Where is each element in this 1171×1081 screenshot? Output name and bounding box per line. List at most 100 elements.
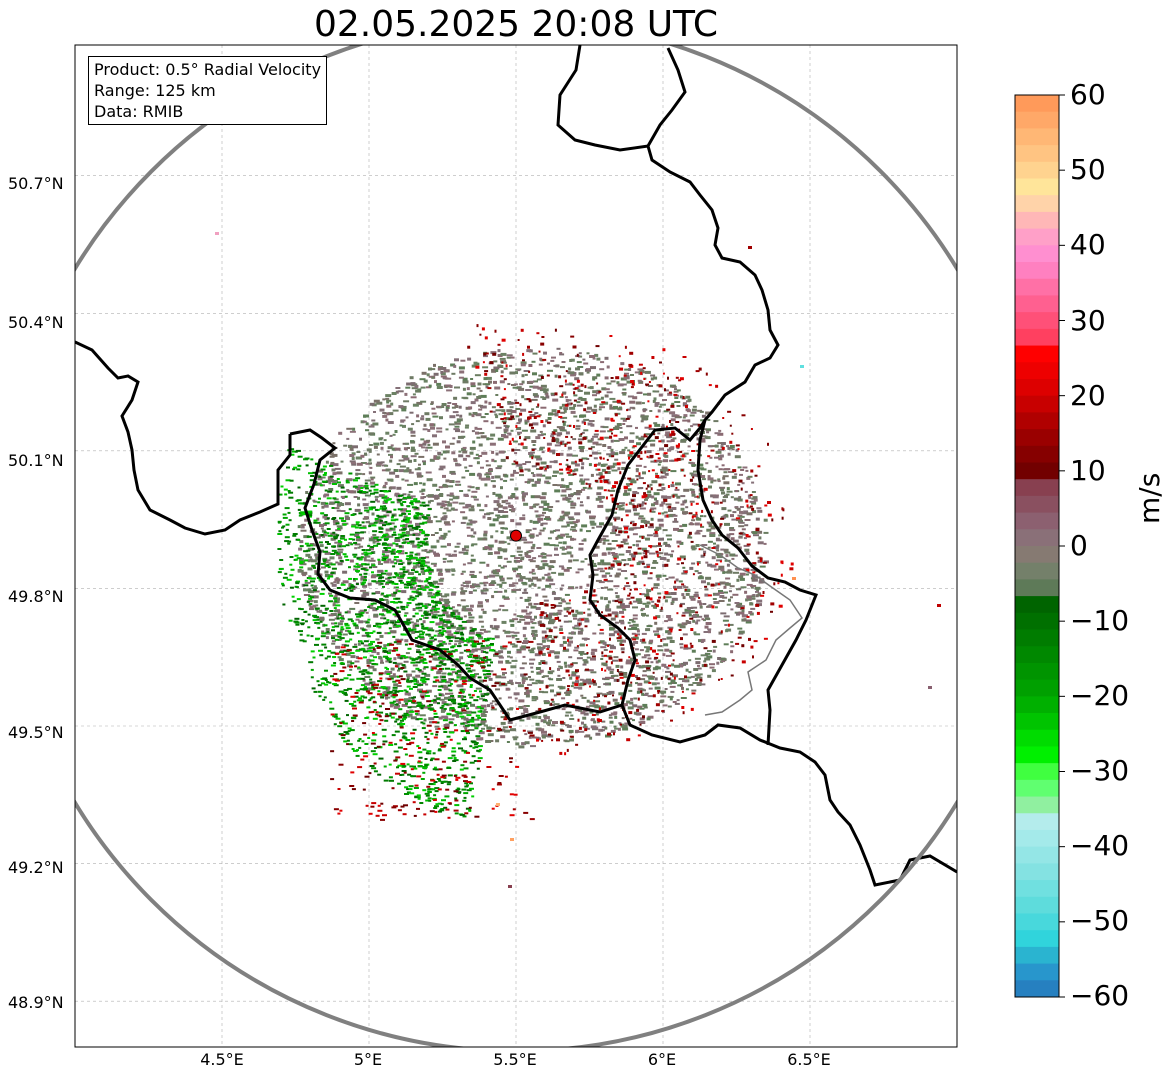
- echo-pixel: [599, 538, 602, 541]
- echo-pixel: [487, 733, 494, 737]
- echo-pixel: [684, 611, 691, 614]
- echo-pixel: [715, 450, 722, 454]
- echo-pixel: [360, 420, 365, 424]
- echo-pixel: [521, 395, 525, 399]
- echo-pixel: [487, 552, 493, 555]
- echo-pixel: [330, 582, 334, 585]
- echo-pixel: [442, 560, 446, 563]
- echo-pixel: [609, 404, 613, 408]
- echo-pixel: [610, 644, 614, 648]
- echo-pixel: [490, 661, 493, 664]
- echo-pixel: [304, 542, 309, 545]
- echo-pixel: [530, 495, 535, 499]
- echo-pixel: [428, 570, 432, 574]
- echo-pixel: [451, 698, 456, 701]
- echo-pixel: [673, 527, 679, 531]
- echo-pixel: [339, 633, 343, 636]
- echo-pixel: [608, 716, 613, 719]
- echo-pixel: [445, 377, 452, 380]
- echo-pixel: [699, 605, 703, 609]
- echo-pixel: [526, 349, 532, 353]
- echo-pixel: [545, 395, 550, 399]
- echo-pixel: [573, 617, 577, 620]
- echo-pixel: [584, 619, 590, 623]
- echo-pixel: [339, 637, 345, 640]
- echo-pixel: [755, 594, 759, 598]
- echo-pixel: [446, 627, 451, 630]
- echo-pixel: [398, 708, 403, 711]
- echo-pixel: [421, 446, 426, 449]
- echo-pixel: [349, 638, 353, 641]
- echo-pixel: [700, 475, 706, 478]
- echo-pixel: [719, 595, 725, 598]
- echo-pixel: [368, 450, 372, 453]
- echo-pixel: [325, 628, 330, 631]
- echo-pixel: [499, 584, 503, 588]
- echo-pixel: [683, 661, 688, 665]
- echo-pixel: [332, 683, 338, 685]
- echo-pixel: [750, 586, 754, 589]
- echo-pixel: [676, 540, 682, 544]
- echo-pixel: [592, 394, 597, 397]
- echo-pixel: [696, 529, 703, 532]
- echo-pixel: [382, 507, 388, 510]
- echo-pixel: [313, 585, 317, 589]
- echo-pixel: [333, 479, 338, 482]
- echo-pixel: [592, 632, 597, 635]
- echo-pixel: [577, 568, 584, 571]
- echo-pixel: [362, 503, 369, 507]
- echo-pixel: [610, 547, 616, 550]
- echo-pixel: [443, 521, 450, 525]
- echo-pixel: [617, 568, 622, 571]
- echo-pixel: [714, 606, 718, 609]
- echo-pixel: [744, 590, 748, 594]
- echo-pixel: [327, 577, 330, 580]
- echo-pixel: [671, 663, 675, 667]
- echo-pixel: [455, 480, 461, 483]
- echo-pixel: [507, 708, 513, 711]
- echo-pixel: [442, 611, 449, 615]
- echo-pixel: [581, 488, 586, 491]
- echo-pixel: [551, 591, 556, 595]
- echo-pixel: [667, 538, 672, 541]
- echo-pixel: [446, 404, 450, 407]
- echo-pixel: [696, 517, 702, 521]
- echo-pixel: [402, 528, 407, 530]
- echo-pixel: [740, 586, 747, 589]
- echo-pixel: [610, 380, 616, 383]
- echo-pixel: [627, 628, 632, 631]
- echo-pixel: [670, 682, 675, 684]
- echo-pixel: [502, 672, 507, 674]
- echo-pixel: [709, 666, 715, 669]
- echo-pixel: [665, 675, 669, 679]
- echo-pixel: [432, 442, 439, 446]
- echo-pixel: [561, 566, 565, 570]
- echo-pixel: [429, 423, 434, 427]
- echo-pixel: [682, 611, 686, 614]
- echo-pixel: [503, 541, 507, 544]
- echo-pixel: [521, 581, 527, 584]
- echo-pixel: [422, 588, 427, 591]
- echo-pixel: [587, 681, 594, 685]
- echo-pixel: [492, 569, 497, 573]
- echo-pixel: [568, 559, 573, 563]
- echo-pixel: [763, 518, 768, 522]
- echo-pixel: [735, 605, 741, 608]
- echo-pixel: [320, 501, 326, 505]
- echo-pixel: [593, 720, 597, 724]
- echo-pixel: [442, 450, 447, 454]
- echo-pixel: [521, 429, 528, 432]
- echo-pixel: [676, 563, 680, 565]
- echo-pixel: [584, 558, 588, 560]
- echo-pixel: [632, 606, 638, 609]
- echo-pixel: [536, 468, 542, 470]
- echo-pixel: [408, 713, 413, 717]
- echo-pixel: [407, 576, 413, 579]
- echo-pixel: [453, 428, 460, 431]
- echo-pixel: [630, 658, 633, 662]
- echo-pixel: [414, 630, 420, 633]
- echo-pixel: [389, 535, 394, 538]
- echo-pixel: [357, 739, 361, 742]
- echo-pixel: [561, 584, 565, 587]
- echo-pixel: [491, 580, 496, 584]
